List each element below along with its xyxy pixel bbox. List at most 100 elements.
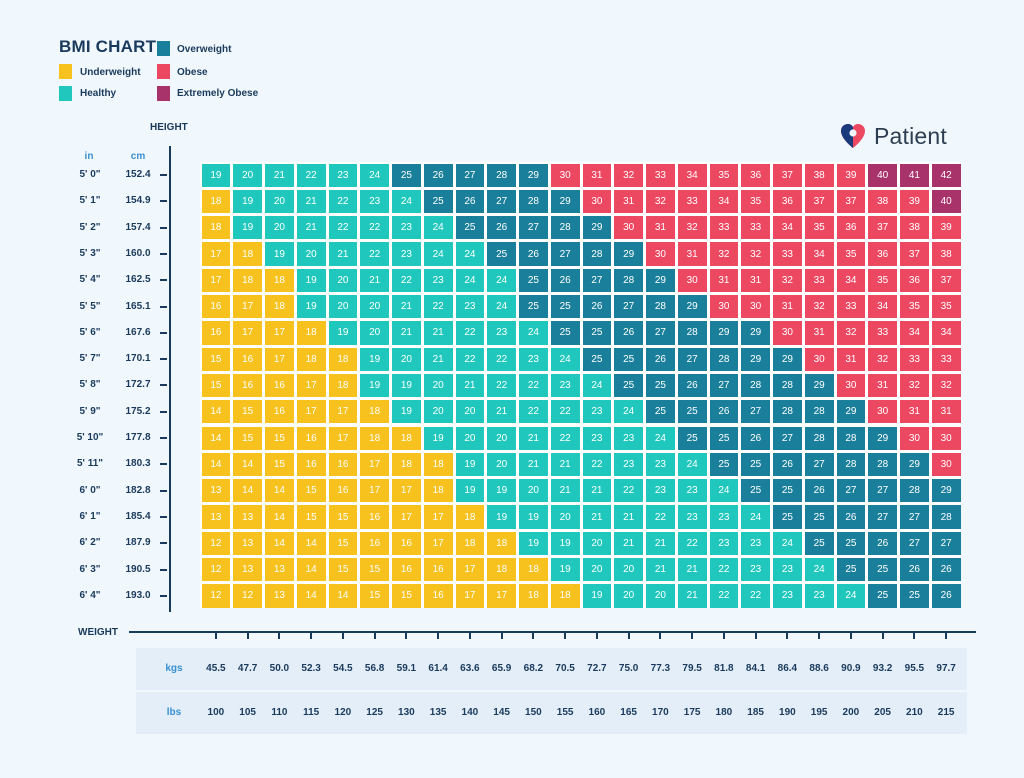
bmi-cell: 26 [423, 163, 453, 187]
bmi-cell: 21 [423, 321, 453, 345]
bmi-cell: 20 [328, 268, 358, 292]
in-column-header: in [84, 151, 94, 162]
weight-kgs-label: 93.2 [872, 663, 893, 674]
bmi-cell: 23 [677, 479, 707, 503]
lbs-row-header: lbs [166, 707, 182, 718]
bmi-cell: 19 [328, 321, 358, 345]
bmi-cell: 23 [614, 452, 643, 477]
bmi-cell: 22 [519, 373, 548, 398]
bmi-cell: 20 [423, 400, 453, 424]
bmi-cell: 25 [614, 373, 643, 398]
bmi-cell: 23 [582, 400, 612, 424]
bmi-cell: 12 [201, 584, 231, 608]
weight-lbs-label: 120 [334, 707, 352, 718]
bmi-cell: 25 [741, 452, 770, 477]
bmi-cell: 18 [455, 531, 485, 555]
lbs-band [136, 692, 967, 734]
bmi-cell: 30 [868, 400, 897, 424]
weight-kgs-label: 79.5 [682, 663, 702, 674]
bmi-cell: 23 [646, 479, 675, 503]
bmi-cell: 17 [265, 347, 294, 371]
weight-kgs-label: 72.7 [587, 663, 607, 674]
bmi-cell: 33 [741, 216, 770, 240]
bmi-cell: 19 [519, 505, 548, 529]
bmi-cell: 18 [201, 216, 231, 240]
weight-lbs-label: 130 [398, 707, 415, 718]
bmi-cell: 20 [360, 321, 389, 345]
bmi-cell: 16 [360, 531, 389, 555]
weight-tick [595, 633, 598, 639]
bmi-cell: 30 [836, 373, 866, 398]
bmi-cell: 24 [804, 558, 834, 582]
bmi-cell: 34 [709, 189, 739, 214]
bmi-cell: 21 [487, 400, 516, 424]
bmi-cell: 26 [455, 189, 485, 214]
bmi-cell: 38 [931, 242, 961, 266]
bmi-cell: 39 [931, 216, 961, 240]
bmi-cell: 24 [773, 531, 802, 555]
bmi-cell: 35 [868, 268, 897, 292]
bmi-cell: 29 [582, 216, 612, 240]
bmi-cell: 31 [868, 373, 897, 398]
bmi-cell: 27 [487, 189, 516, 214]
bmi-cell: 22 [582, 452, 612, 477]
bmi-cell: 28 [931, 505, 961, 529]
weight-lbs-label: 155 [556, 707, 574, 718]
bmi-cell: 25 [392, 163, 421, 187]
bmi-cell: 27 [550, 242, 580, 266]
bmi-cell: 26 [804, 479, 834, 503]
chart-title: BMI CHART [59, 37, 157, 56]
bmi-cell: 28 [773, 373, 802, 398]
bmi-cell: 23 [328, 163, 358, 187]
bmi-cell: 22 [328, 216, 358, 240]
bmi-cell: 31 [931, 400, 961, 424]
bmi-cell: 28 [487, 163, 516, 187]
bmi-cell: 17 [328, 426, 358, 450]
bmi-cell: 21 [296, 216, 326, 240]
bmi-cell: 20 [582, 531, 612, 555]
bmi-cell: 28 [519, 189, 548, 214]
height-cm-label: 152.4 [125, 169, 151, 180]
bmi-cell: 26 [836, 505, 866, 529]
weight-kgs-label: 95.5 [904, 663, 925, 674]
bmi-cell: 20 [265, 216, 294, 240]
bmi-cell: 27 [773, 426, 802, 450]
bmi-cell: 14 [233, 452, 262, 477]
bmi-cell: 20 [455, 400, 485, 424]
bmi-cell: 14 [296, 584, 326, 608]
weight-tick [691, 633, 694, 639]
weight-kgs-label: 75.0 [618, 663, 639, 674]
bmi-cell: 26 [931, 558, 961, 582]
weight-axis-label: WEIGHT [78, 627, 118, 638]
bmi-cell: 36 [741, 163, 770, 187]
bmi-cell: 34 [931, 321, 961, 345]
bmi-cell: 22 [709, 584, 739, 608]
legend-label-underweight: Underweight [80, 67, 141, 78]
bmi-cell: 16 [296, 452, 326, 477]
bmi-cell: 24 [709, 479, 739, 503]
bmi-cell: 25 [582, 321, 612, 345]
bmi-cell: 19 [550, 531, 580, 555]
bmi-cell: 36 [836, 216, 866, 240]
weight-tick [818, 633, 821, 639]
bmi-cell: 17 [487, 584, 516, 608]
weight-tick [722, 633, 725, 639]
bmi-cell: 20 [582, 558, 612, 582]
height-in-label: 6' 3" [79, 563, 101, 575]
bmi-cell: 20 [392, 347, 421, 371]
bmi-cell: 20 [265, 189, 294, 214]
weight-tick [659, 633, 662, 639]
bmi-cell: 19 [296, 268, 326, 292]
bmi-cell: 24 [519, 321, 548, 345]
bmi-cell: 24 [741, 505, 770, 529]
bmi-cell: 21 [677, 584, 707, 608]
height-tick [160, 542, 167, 545]
weight-tick [786, 633, 789, 639]
bmi-cell: 25 [487, 242, 516, 266]
bmi-cell: 35 [836, 242, 866, 266]
bmi-cell: 30 [741, 295, 770, 319]
bmi-cell: 23 [773, 558, 802, 582]
bmi-cell: 28 [646, 295, 675, 319]
bmi-cell: 32 [646, 189, 675, 214]
kgs-row-header: kgs [165, 663, 183, 674]
